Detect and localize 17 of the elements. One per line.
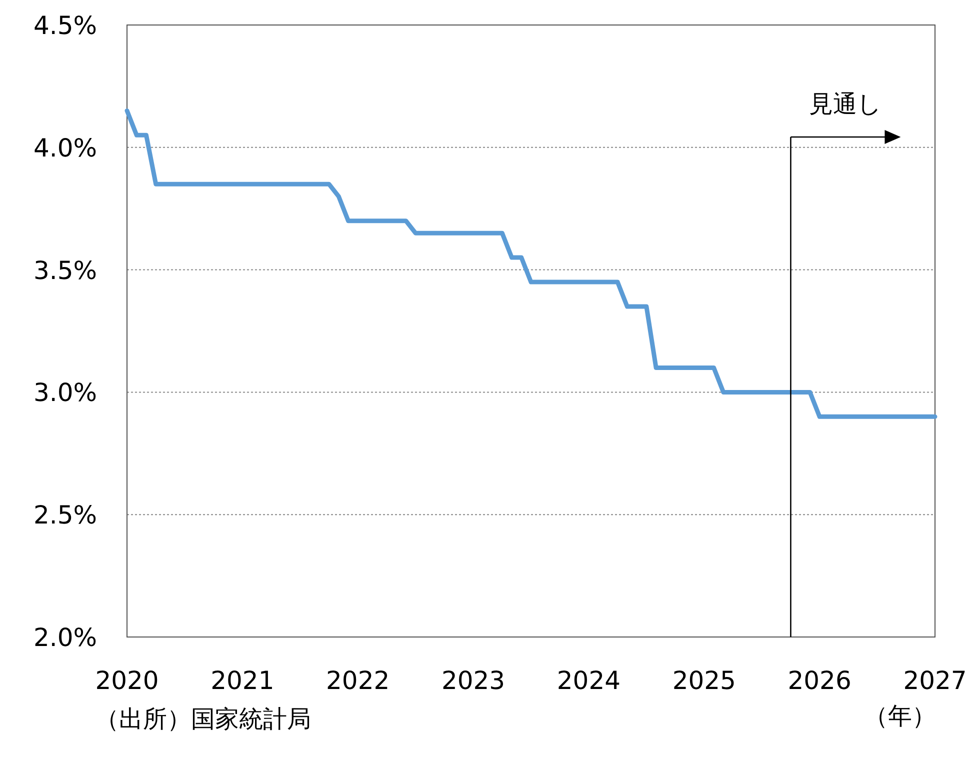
y-tick-label: 4.0% xyxy=(33,133,97,162)
y-tick-label: 3.5% xyxy=(33,256,97,285)
text: （出所）国家統計局 xyxy=(95,705,311,733)
x-tick-label: 2024 xyxy=(556,666,621,695)
y-tick-label: 2.0% xyxy=(33,623,97,652)
x-tick-label: 2022 xyxy=(326,666,390,695)
y-tick-label: 4.5% xyxy=(33,11,97,40)
x-tick-label: 2021 xyxy=(210,666,274,695)
x-axis-title: （年） xyxy=(864,702,936,730)
x-tick-label: 2026 xyxy=(788,666,852,695)
x-tick-label: 2023 xyxy=(441,666,506,695)
ref-line-label: 見通し xyxy=(809,90,882,118)
x-tick-label: 2020 xyxy=(95,666,159,695)
y-tick-label: 2.5% xyxy=(33,500,97,530)
y-tick-label: 3.0% xyxy=(33,378,97,408)
x-tick-label: 2025 xyxy=(672,666,736,695)
x-tick-label: 2027 xyxy=(903,666,967,695)
